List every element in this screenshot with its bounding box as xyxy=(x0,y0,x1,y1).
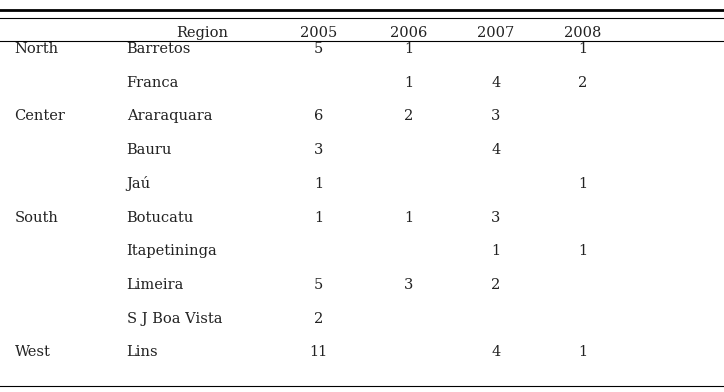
Text: 1: 1 xyxy=(405,211,413,225)
Text: 3: 3 xyxy=(314,143,323,157)
Text: 5: 5 xyxy=(314,42,323,56)
Text: 1: 1 xyxy=(492,244,500,258)
Text: 1: 1 xyxy=(314,211,323,225)
Text: 5: 5 xyxy=(314,278,323,292)
Text: Limeira: Limeira xyxy=(127,278,184,292)
Text: 2007: 2007 xyxy=(477,26,515,40)
Text: 2005: 2005 xyxy=(300,26,337,40)
Text: 2: 2 xyxy=(314,312,323,326)
Text: Itapetininga: Itapetininga xyxy=(127,244,217,258)
Text: 1: 1 xyxy=(578,42,587,56)
Text: S J Boa Vista: S J Boa Vista xyxy=(127,312,222,326)
Text: 4: 4 xyxy=(492,76,500,90)
Text: 4: 4 xyxy=(492,143,500,157)
Text: Region: Region xyxy=(177,26,229,40)
Text: 2: 2 xyxy=(578,76,587,90)
Text: Araraquara: Araraquara xyxy=(127,109,212,123)
Text: West: West xyxy=(14,345,51,359)
Text: Center: Center xyxy=(14,109,65,123)
Text: 3: 3 xyxy=(492,109,500,123)
Text: 6: 6 xyxy=(314,109,323,123)
Text: North: North xyxy=(14,42,59,56)
Text: 2008: 2008 xyxy=(564,26,602,40)
Text: 2: 2 xyxy=(405,109,413,123)
Text: 2: 2 xyxy=(492,278,500,292)
Text: 11: 11 xyxy=(309,345,328,359)
Text: Botucatu: Botucatu xyxy=(127,211,194,225)
Text: 1: 1 xyxy=(314,177,323,191)
Text: 1: 1 xyxy=(578,345,587,359)
Text: Franca: Franca xyxy=(127,76,179,90)
Text: 1: 1 xyxy=(405,42,413,56)
Text: 3: 3 xyxy=(492,211,500,225)
Text: 1: 1 xyxy=(578,177,587,191)
Text: Jaú: Jaú xyxy=(127,176,151,191)
Text: South: South xyxy=(14,211,59,225)
Text: Lins: Lins xyxy=(127,345,159,359)
Text: 4: 4 xyxy=(492,345,500,359)
Text: 1: 1 xyxy=(405,76,413,90)
Text: 3: 3 xyxy=(405,278,413,292)
Text: 1: 1 xyxy=(578,244,587,258)
Text: Bauru: Bauru xyxy=(127,143,172,157)
Text: 2006: 2006 xyxy=(390,26,428,40)
Text: Barretos: Barretos xyxy=(127,42,191,56)
